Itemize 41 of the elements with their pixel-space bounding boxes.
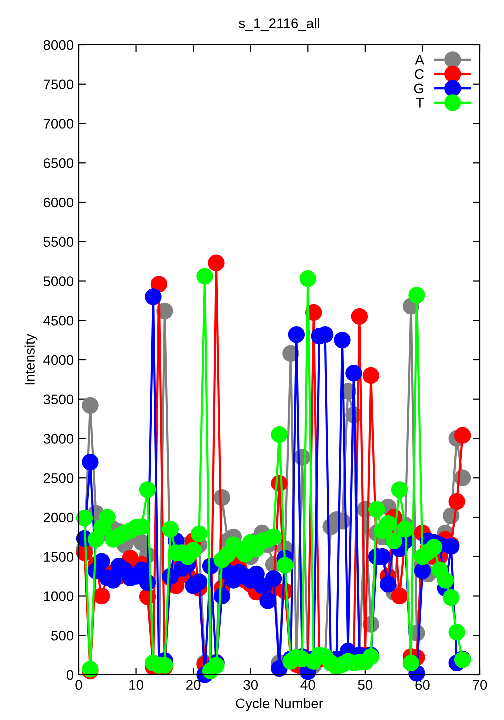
x-tick-label: 0 [76,680,82,690]
legend-label: A [415,55,424,65]
y-axis-title: Intensity [24,334,38,385]
point [454,427,472,444]
y-tick-label: 8000 [44,40,74,50]
x-tick-label: 70 [472,680,488,690]
y-tick-label: 6000 [44,198,74,208]
chart-title: s_1_2116_all [239,18,320,32]
legend-label: C [415,69,424,80]
x-axis-title: Cycle Number [236,698,324,712]
y-tick-label: 7000 [44,119,74,129]
x-tick-label: 20 [186,680,201,690]
point [150,276,168,293]
y-tick-label: 6500 [44,158,74,168]
y-tick-label: 4500 [44,316,74,326]
x-tick-label: 50 [358,680,373,690]
x-tick-label: 10 [130,680,144,690]
y-tick-label: 7500 [44,80,74,90]
y-tick-label: 0 [66,670,74,680]
y-tick-label: 2000 [44,512,74,523]
y-tick-label: 1000 [44,592,74,602]
y-tick-label: 3500 [44,394,74,405]
x-tick-label: 40 [300,680,316,690]
y-tick-label: 3000 [44,434,74,444]
point [82,397,99,414]
y-tick-label: 2500 [44,473,74,484]
legend-label: G [414,84,424,94]
x-tick-label: 30 [244,680,258,690]
y-tick-label: 5500 [44,237,74,248]
point [351,308,368,326]
point [391,588,408,605]
y-tick-label: 1500 [44,552,74,562]
point [362,367,380,384]
y-tick-label: 500 [52,630,74,641]
point [94,588,110,605]
x-tick-label: 60 [416,680,430,690]
legend-label: T [416,98,424,108]
point [448,493,466,510]
point [208,254,225,272]
y-tick-label: 4000 [44,355,74,366]
y-tick-label: 5000 [44,276,74,286]
